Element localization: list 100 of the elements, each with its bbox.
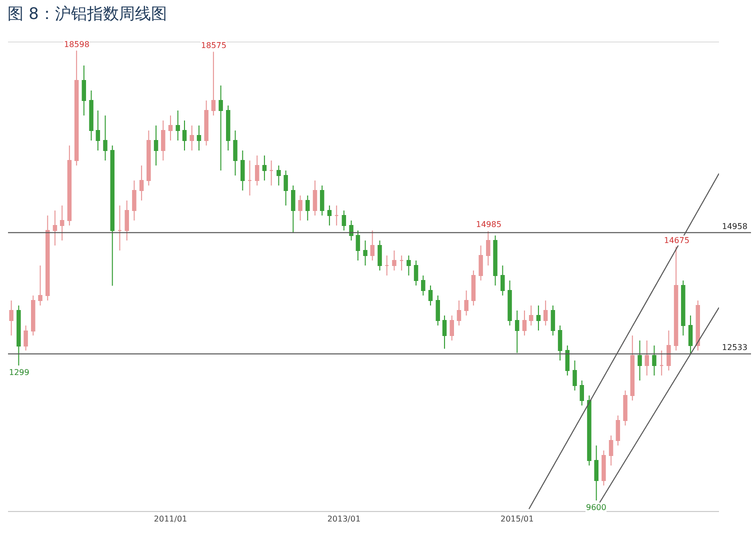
candlestick xyxy=(616,415,620,446)
ref-line-label: 12533 xyxy=(722,343,748,352)
candlestick xyxy=(456,300,462,326)
candlestick xyxy=(226,105,230,151)
candlestick xyxy=(666,330,671,371)
candlestick xyxy=(327,205,332,226)
candlestick xyxy=(414,260,418,286)
candlestick xyxy=(436,295,440,326)
candlestick xyxy=(276,165,281,186)
candlestick xyxy=(190,125,194,151)
candlestick xyxy=(543,300,548,326)
candlestick xyxy=(320,185,324,216)
candlestick xyxy=(248,160,252,196)
candlestick xyxy=(60,205,64,241)
candlestick xyxy=(45,215,50,301)
candlestick xyxy=(124,200,129,241)
candlestick xyxy=(500,265,505,296)
candlestick xyxy=(659,350,664,376)
candlestick xyxy=(132,180,136,221)
candlestick xyxy=(118,205,122,251)
candlestick xyxy=(428,285,433,306)
candlestick xyxy=(594,445,598,501)
candlestick xyxy=(602,450,606,486)
candlestick xyxy=(508,280,512,326)
candlestick xyxy=(306,195,310,221)
annotation: 14675 xyxy=(664,236,690,245)
candlestick xyxy=(218,85,223,171)
candlestick xyxy=(161,120,166,161)
candlestick xyxy=(681,280,686,336)
candlestick xyxy=(565,345,570,376)
candlestick xyxy=(486,230,490,266)
candlestick xyxy=(363,240,368,266)
candlestick xyxy=(196,125,202,151)
candlestick xyxy=(233,130,238,176)
annotation: 14985 xyxy=(476,220,502,229)
candlestick xyxy=(24,325,28,351)
candlestick xyxy=(269,160,274,186)
candlestick xyxy=(349,220,354,241)
candlestick xyxy=(674,246,678,351)
candlestick xyxy=(139,165,144,201)
candlestick xyxy=(378,240,382,271)
x-tick-label: 2015/01 xyxy=(500,514,534,524)
candlestick xyxy=(31,295,36,336)
candlestick xyxy=(550,305,556,336)
candlestick xyxy=(240,150,245,191)
candlestick xyxy=(623,390,628,426)
candlestick xyxy=(630,335,635,401)
candlestick xyxy=(652,345,656,376)
candlestick xyxy=(103,115,108,161)
candlestick xyxy=(82,65,86,116)
chart-title: 图 8：沪铝指数周线图 xyxy=(8,4,167,24)
annotation: 18575 xyxy=(201,41,226,50)
candlestick xyxy=(89,90,94,141)
candlestick xyxy=(9,300,14,336)
candlestick xyxy=(493,235,498,286)
candlestick xyxy=(587,395,592,466)
candlestick xyxy=(638,340,642,381)
candlestick xyxy=(312,180,318,216)
candlestick xyxy=(608,435,614,466)
candlestick xyxy=(291,185,296,234)
candlestick xyxy=(696,300,700,351)
candlestick xyxy=(211,51,216,116)
candlestick xyxy=(146,130,151,186)
candlestick xyxy=(450,315,454,341)
candlestick xyxy=(67,145,72,226)
candlestick xyxy=(284,170,288,206)
candlestick xyxy=(399,255,404,271)
candlestick xyxy=(442,315,447,350)
candlestick xyxy=(176,110,180,141)
x-tick-label: 2011/01 xyxy=(154,514,188,524)
candlestick xyxy=(298,195,302,221)
candlestick xyxy=(262,155,267,181)
candlestick xyxy=(52,210,58,246)
candlestick xyxy=(254,155,260,186)
annotation: 1299 xyxy=(9,368,30,377)
ref-line-label: 14958 xyxy=(722,222,748,231)
x-tick-label: 2013/01 xyxy=(327,514,361,524)
annotation: 18598 xyxy=(64,40,90,49)
candlestick xyxy=(96,110,100,151)
candlestick xyxy=(528,305,534,326)
candlestick xyxy=(392,250,396,271)
candlestick xyxy=(478,245,483,281)
candlestick xyxy=(342,210,346,231)
candlestick xyxy=(644,340,650,376)
candlestick xyxy=(356,230,360,261)
candlestick xyxy=(514,310,520,354)
candlestick xyxy=(182,120,187,151)
candlestick xyxy=(580,380,584,406)
candlestick xyxy=(421,275,426,296)
candlestick xyxy=(384,255,389,276)
candlestick xyxy=(471,270,476,306)
candlestick xyxy=(370,230,375,261)
candlestick xyxy=(16,305,21,366)
candlestick xyxy=(154,125,158,166)
candlestick xyxy=(406,255,411,276)
candlestick xyxy=(464,290,468,316)
candlestick xyxy=(74,50,79,166)
candlestick xyxy=(38,265,42,306)
candlestick xyxy=(522,310,527,336)
candlestick xyxy=(204,100,208,146)
